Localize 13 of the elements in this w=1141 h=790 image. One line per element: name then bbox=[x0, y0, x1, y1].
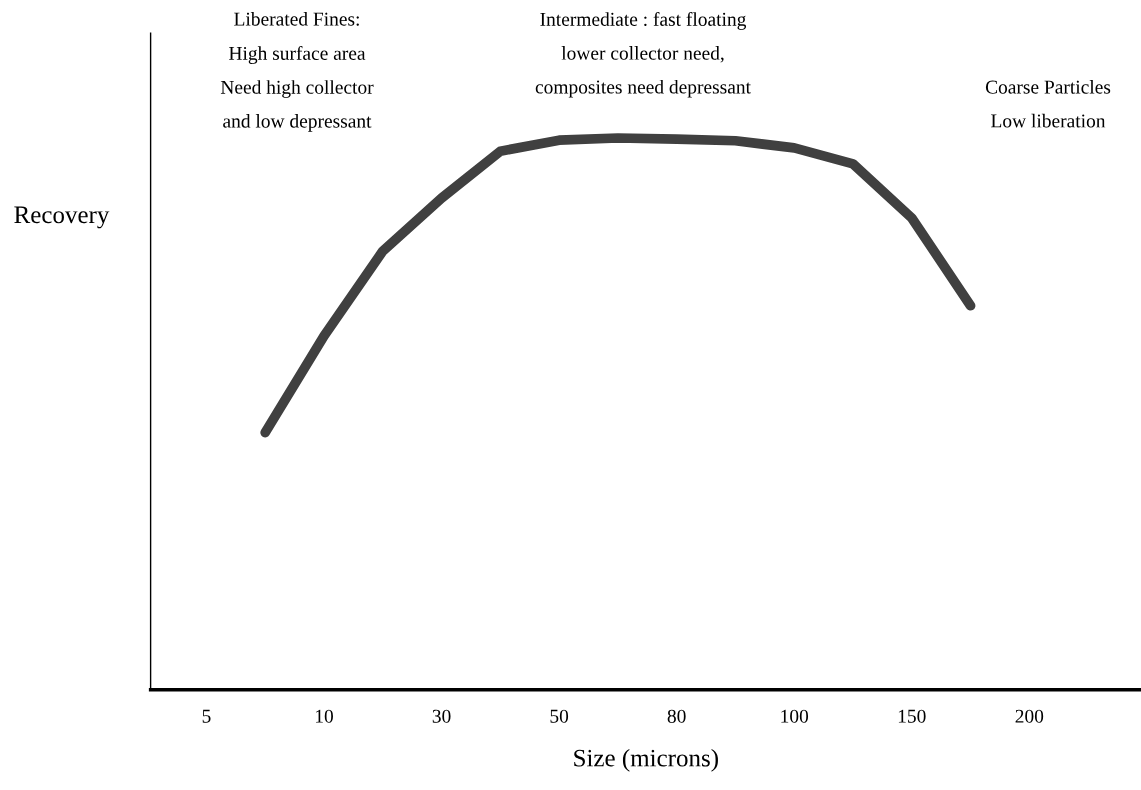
x-tick-label: 80 bbox=[667, 709, 686, 723]
y-axis-title: Recovery bbox=[14, 206, 110, 229]
x-tick-label: 50 bbox=[550, 709, 569, 723]
x-tick-label: 200 bbox=[1015, 709, 1044, 723]
x-tick-label: 5 bbox=[202, 709, 211, 723]
text: Liberated Fines: High surface area Need high collector and low depressant bbox=[220, 12, 374, 132]
x-tick-label: 150 bbox=[898, 709, 926, 723]
x-tick-label: 100 bbox=[781, 709, 809, 723]
text: Intermediate : fast floating lower collector need, composites need depressant bbox=[535, 12, 751, 98]
text: Coarse Particles Low liberation bbox=[985, 80, 1111, 128]
x-axis-title: Size (microns) bbox=[574, 748, 718, 772]
x-tick-label: 30 bbox=[432, 709, 451, 723]
x-tick-label: 10 bbox=[315, 709, 333, 723]
